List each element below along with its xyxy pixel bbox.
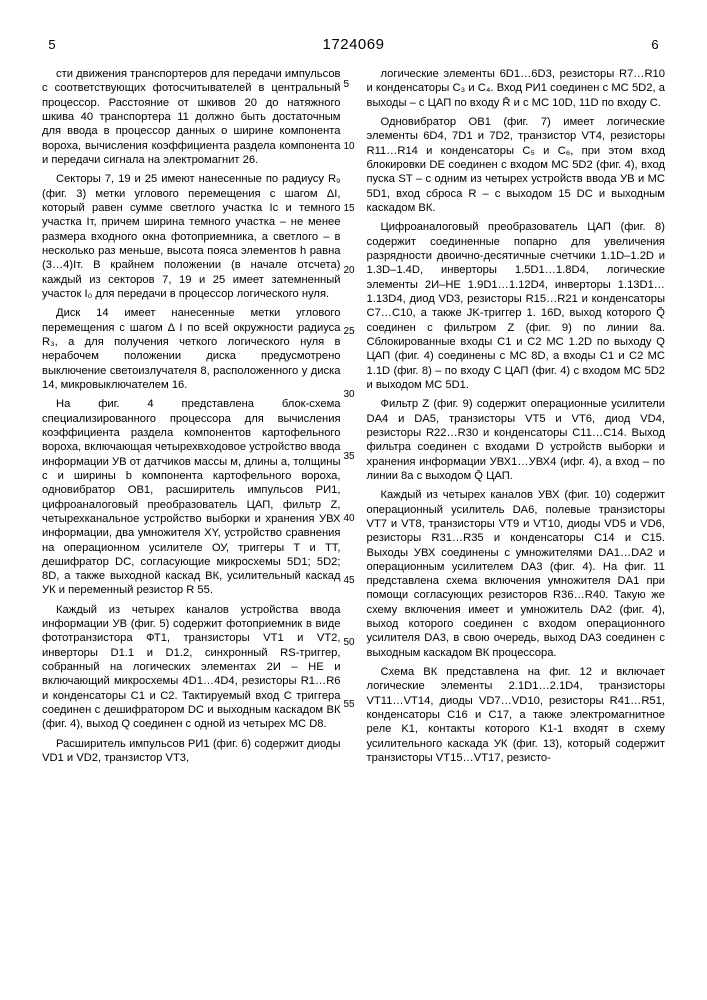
columns-wrapper: сти движения транспортеров для передачи … xyxy=(42,67,665,770)
line-number: 10 xyxy=(344,141,355,154)
line-number: 20 xyxy=(344,265,355,278)
body-paragraph: логические элементы 6D1…6D3, резисторы R… xyxy=(367,67,666,110)
line-number: 5 xyxy=(344,79,350,92)
body-paragraph: На фиг. 4 представлена блок-схема специа… xyxy=(42,397,341,598)
body-paragraph: Каждый из четырех каналов устройства вво… xyxy=(42,603,341,732)
line-number: 15 xyxy=(344,203,355,216)
body-paragraph: сти движения транспортеров для передачи … xyxy=(42,67,341,167)
line-number-gutter: 5 10 15 20 25 30 35 40 45 50 55 xyxy=(344,67,364,770)
line-number: 30 xyxy=(344,389,355,402)
body-paragraph: Одновибратор ОВ1 (фиг. 7) имеет логическ… xyxy=(367,115,666,215)
line-number: 25 xyxy=(344,326,355,339)
line-number: 45 xyxy=(344,575,355,588)
body-paragraph: Фильтр Z (фиг. 9) содержит операционные … xyxy=(367,397,666,483)
body-paragraph: Диск 14 имеет нанесенные метки углового … xyxy=(42,306,341,392)
page: 5 1724069 6 сти движения транспортеров д… xyxy=(0,0,707,1000)
page-number-left: 5 xyxy=(42,37,62,52)
line-number: 40 xyxy=(344,513,355,526)
body-paragraph: Расширитель импульсов РИ1 (фиг. 6) содер… xyxy=(42,737,341,766)
body-paragraph: Цифроаналоговый преобразователь ЦАП (фиг… xyxy=(367,220,666,392)
column-right: логические элементы 6D1…6D3, резисторы R… xyxy=(367,67,666,770)
header-row: 5 1724069 6 xyxy=(42,36,665,53)
page-number-right: 6 xyxy=(645,37,665,52)
line-number: 55 xyxy=(344,699,355,712)
body-paragraph: Каждый из четырех каналов УВХ (фиг. 10) … xyxy=(367,488,666,660)
document-number: 1724069 xyxy=(62,36,645,53)
body-paragraph: Схема ВК представлена на фиг. 12 и включ… xyxy=(367,665,666,765)
line-number: 35 xyxy=(344,451,355,464)
line-number: 50 xyxy=(344,637,355,650)
column-left: сти движения транспортеров для передачи … xyxy=(42,67,341,770)
body-paragraph: Секторы 7, 19 и 25 имеют нанесенные по р… xyxy=(42,172,341,301)
